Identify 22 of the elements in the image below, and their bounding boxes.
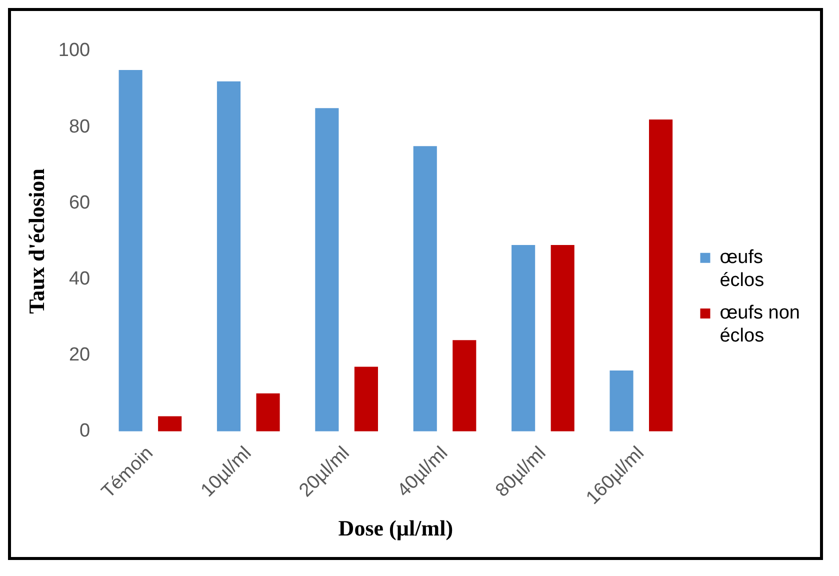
y-tick-label: 20 bbox=[68, 344, 90, 366]
legend-label: œufs non éclos bbox=[720, 302, 800, 347]
bar bbox=[256, 393, 280, 432]
y-tick-label: 80 bbox=[68, 116, 90, 138]
y-axis-title: Taux d'éclosion bbox=[24, 168, 49, 314]
bar bbox=[649, 119, 673, 432]
bar bbox=[315, 108, 339, 432]
y-tick-label: 100 bbox=[58, 40, 90, 62]
bar bbox=[354, 366, 378, 432]
bar bbox=[452, 340, 476, 432]
x-axis-title: Dose (µl/ml) bbox=[338, 515, 454, 540]
bar bbox=[413, 146, 437, 432]
bar bbox=[158, 416, 182, 432]
y-tick-label: 60 bbox=[68, 192, 90, 214]
bar bbox=[512, 245, 536, 432]
bar bbox=[610, 370, 634, 432]
bar bbox=[216, 81, 241, 432]
bar bbox=[118, 70, 142, 432]
legend-label: œufs éclos bbox=[720, 247, 764, 291]
y-tick-label: 40 bbox=[68, 268, 90, 290]
bar bbox=[550, 245, 574, 432]
y-tick-label: 0 bbox=[80, 420, 90, 442]
